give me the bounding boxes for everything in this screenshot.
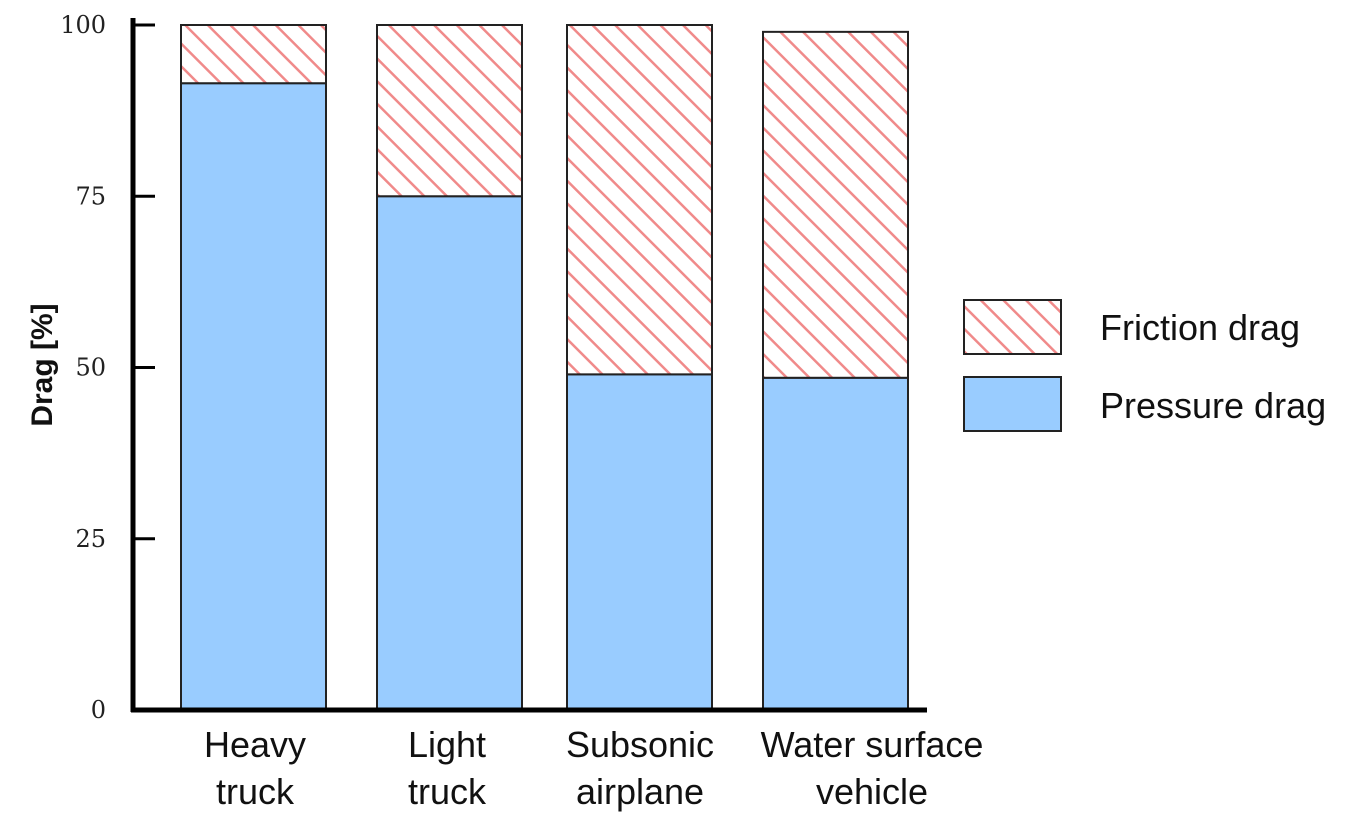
x-tick-label-1-line-0: Light <box>408 724 486 765</box>
x-tick-label-0-line-0: Heavy <box>204 724 306 765</box>
y-tick-label-4: 100 <box>60 11 106 39</box>
y-tick-label-2: 50 <box>75 354 106 382</box>
x-tick-labels: Heavy truck Light truck Subsonic airplane Wate… <box>204 724 983 812</box>
bar-pressure-3 <box>762 376 909 711</box>
legend: Friction drag Pressure drag <box>963 299 1326 432</box>
y-axis-title: Drag [%] <box>26 303 59 426</box>
bar-pressure-1 <box>376 195 523 711</box>
x-tick-label-3-line-1: vehicle <box>816 771 928 812</box>
bar-friction-3 <box>762 30 909 379</box>
bar-friction-1 <box>376 24 523 198</box>
bar-friction-0 <box>180 24 327 85</box>
x-tick-label-2-line-0: Subsonic <box>566 724 714 765</box>
bar-pressure-2 <box>566 373 713 711</box>
axes <box>130 18 927 713</box>
x-tick-label-0-line-1: truck <box>216 771 295 812</box>
legend-label-friction: Friction drag <box>1100 307 1300 348</box>
y-tick-label-3: 75 <box>75 182 106 210</box>
x-tick-label-1-line-1: truck <box>408 771 487 812</box>
bar-friction-2 <box>566 24 713 376</box>
legend-swatch-pressure <box>963 376 1062 432</box>
bar-pressure-0 <box>180 82 327 712</box>
y-ticks: 0 25 50 75 100 <box>60 11 155 724</box>
bars-group <box>180 24 909 712</box>
x-tick-label-3-line-0: Water surface <box>761 724 984 765</box>
y-tick-label-0: 0 <box>91 696 106 724</box>
legend-swatch-friction <box>963 299 1062 355</box>
x-tick-label-2-line-1: airplane <box>576 771 704 812</box>
y-tick-label-1: 25 <box>75 525 106 553</box>
legend-label-pressure: Pressure drag <box>1100 385 1326 426</box>
